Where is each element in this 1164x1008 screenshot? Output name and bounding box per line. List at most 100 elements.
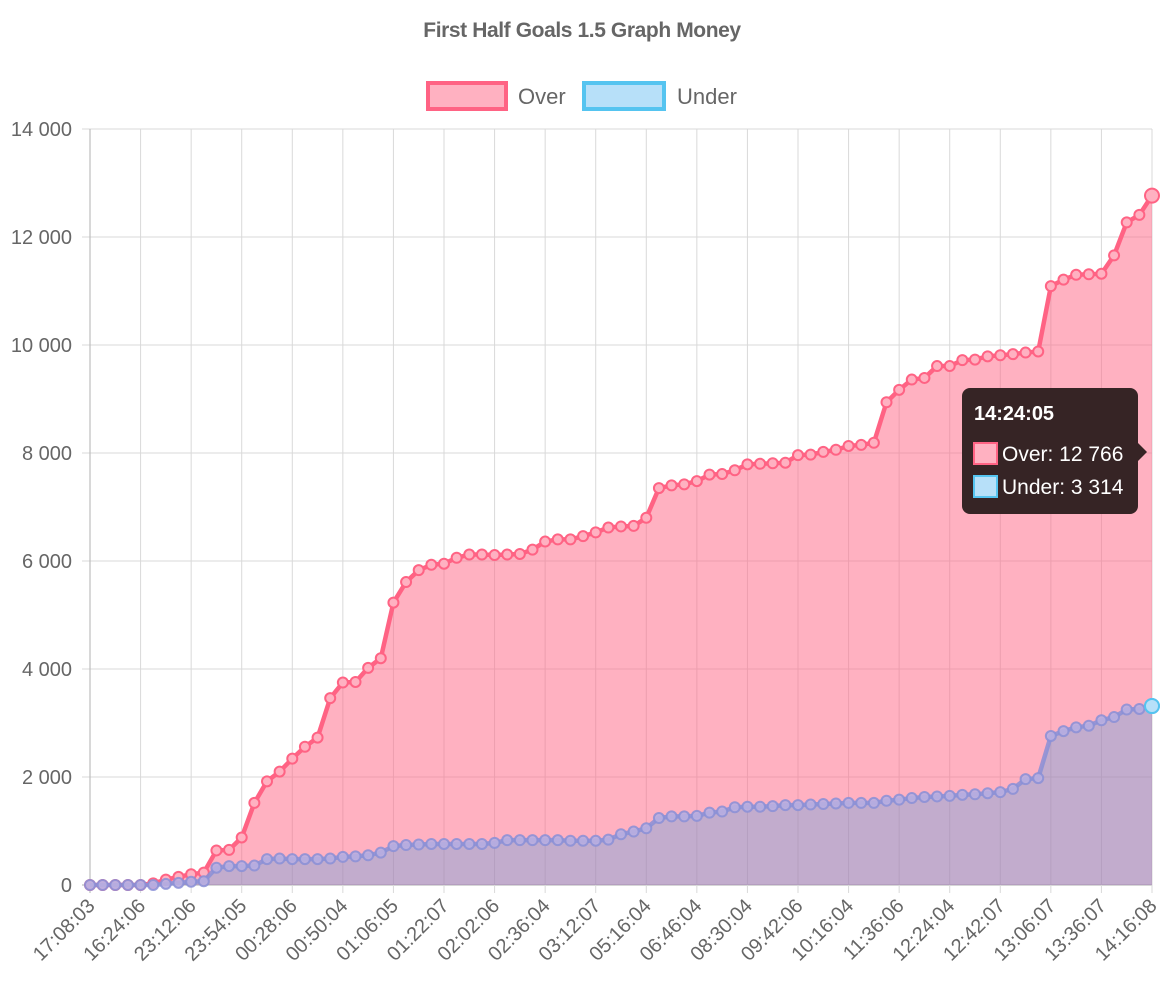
data-point-under[interactable] [690,809,703,822]
data-point-over[interactable] [248,796,261,809]
data-point-over[interactable] [463,548,476,561]
data-point-over[interactable] [210,844,223,857]
data-point-over[interactable] [652,482,665,495]
data-point-over[interactable] [766,457,779,470]
data-point-under[interactable] [286,853,299,866]
data-point-under[interactable] [716,805,729,818]
data-point-over[interactable] [387,596,400,609]
data-point-under[interactable] [564,834,577,847]
data-point-under[interactable] [981,787,994,800]
data-point-under[interactable] [526,834,539,847]
data-point-under[interactable] [96,879,109,891]
data-point-under[interactable] [400,839,413,852]
data-point-under[interactable] [551,834,564,847]
data-point-over[interactable] [450,551,463,564]
data-point-over[interactable] [728,464,741,477]
data-point-over[interactable] [336,676,349,689]
data-point-under[interactable] [197,875,210,888]
legend-item-over[interactable]: Over [426,81,566,111]
data-point-under[interactable] [1133,702,1146,715]
data-point-under[interactable] [766,800,779,813]
data-point-under[interactable] [678,810,691,823]
data-point-under[interactable] [602,833,615,846]
data-point-over[interactable] [918,371,931,384]
data-point-under[interactable] [627,825,640,838]
data-point-over[interactable] [425,558,438,571]
data-point-under[interactable] [804,798,817,811]
data-point-over[interactable] [943,360,956,373]
data-point-under[interactable] [147,879,160,891]
data-point-over[interactable] [513,547,526,560]
data-point-over[interactable] [412,564,425,577]
data-point-over[interactable] [1044,280,1057,293]
data-point-over[interactable] [792,449,804,462]
data-point-over[interactable] [690,475,703,488]
data-point-under[interactable] [501,834,514,847]
data-point-under[interactable] [1019,773,1032,786]
data-point-under[interactable] [172,876,185,889]
data-point-over[interactable] [475,548,488,561]
data-point-under[interactable] [336,850,349,863]
data-point-under[interactable] [665,810,678,823]
data-point-under[interactable] [880,794,893,807]
data-point-over[interactable] [867,436,880,449]
data-point-under[interactable] [1044,729,1057,742]
data-point-over[interactable] [880,396,893,409]
data-point-under[interactable] [374,846,387,859]
data-point-over[interactable] [1032,345,1045,358]
data-point-over[interactable] [1133,208,1146,221]
data-point-under[interactable] [931,790,944,803]
data-point-over[interactable] [1019,346,1032,359]
data-point-under[interactable] [425,837,438,850]
data-point-under[interactable] [703,806,716,819]
data-point-under[interactable] [463,837,476,850]
data-point-under[interactable] [235,860,248,873]
data-point-under[interactable] [513,834,526,847]
data-point-under[interactable] [387,840,400,853]
data-point-under[interactable] [829,797,842,810]
data-point-over[interactable] [311,731,324,744]
data-point-under[interactable] [121,879,134,891]
data-point-under[interactable] [1120,703,1133,716]
data-point-over[interactable] [703,468,716,481]
data-point-over[interactable] [589,526,602,539]
data-point-under[interactable] [362,849,375,862]
data-point-over[interactable] [1120,216,1133,229]
data-point-under[interactable] [450,837,463,850]
data-point-under[interactable] [652,812,665,825]
data-point-over[interactable] [956,354,969,367]
data-point-under[interactable] [779,799,792,812]
data-point-over[interactable] [627,519,640,532]
data-point-over[interactable] [273,765,286,778]
data-point-under[interactable] [273,852,286,865]
data-point-under[interactable] [349,850,362,863]
data-point-over[interactable] [526,543,539,556]
data-point-over[interactable] [438,557,450,570]
data-point-under[interactable] [248,859,261,872]
data-point-under[interactable] [438,837,450,850]
data-point-over[interactable] [223,843,236,856]
data-point-over[interactable] [1057,273,1070,286]
data-point-over[interactable] [893,383,906,396]
data-point-over[interactable] [1095,267,1108,280]
data-point-under[interactable] [969,788,981,801]
data-point-over[interactable] [324,692,337,705]
data-point-under[interactable] [109,879,122,891]
data-point-over[interactable] [235,831,248,844]
data-point-under[interactable] [855,796,868,809]
data-point-over[interactable] [640,511,653,524]
data-point-over[interactable] [994,349,1007,362]
data-point-over[interactable] [298,740,311,753]
data-point-under[interactable] [412,838,425,851]
data-point-under-hover[interactable] [1144,698,1160,715]
data-point-under[interactable] [842,796,855,809]
data-point-over[interactable] [817,445,830,458]
data-point-under[interactable] [956,788,969,801]
data-point-under[interactable] [943,789,956,802]
data-point-under[interactable] [1070,721,1083,734]
data-point-under[interactable] [261,853,273,866]
data-point-over[interactable] [551,533,564,546]
data-point-over[interactable] [501,548,514,561]
data-point-under[interactable] [867,796,880,809]
data-point-over[interactable] [665,479,678,492]
